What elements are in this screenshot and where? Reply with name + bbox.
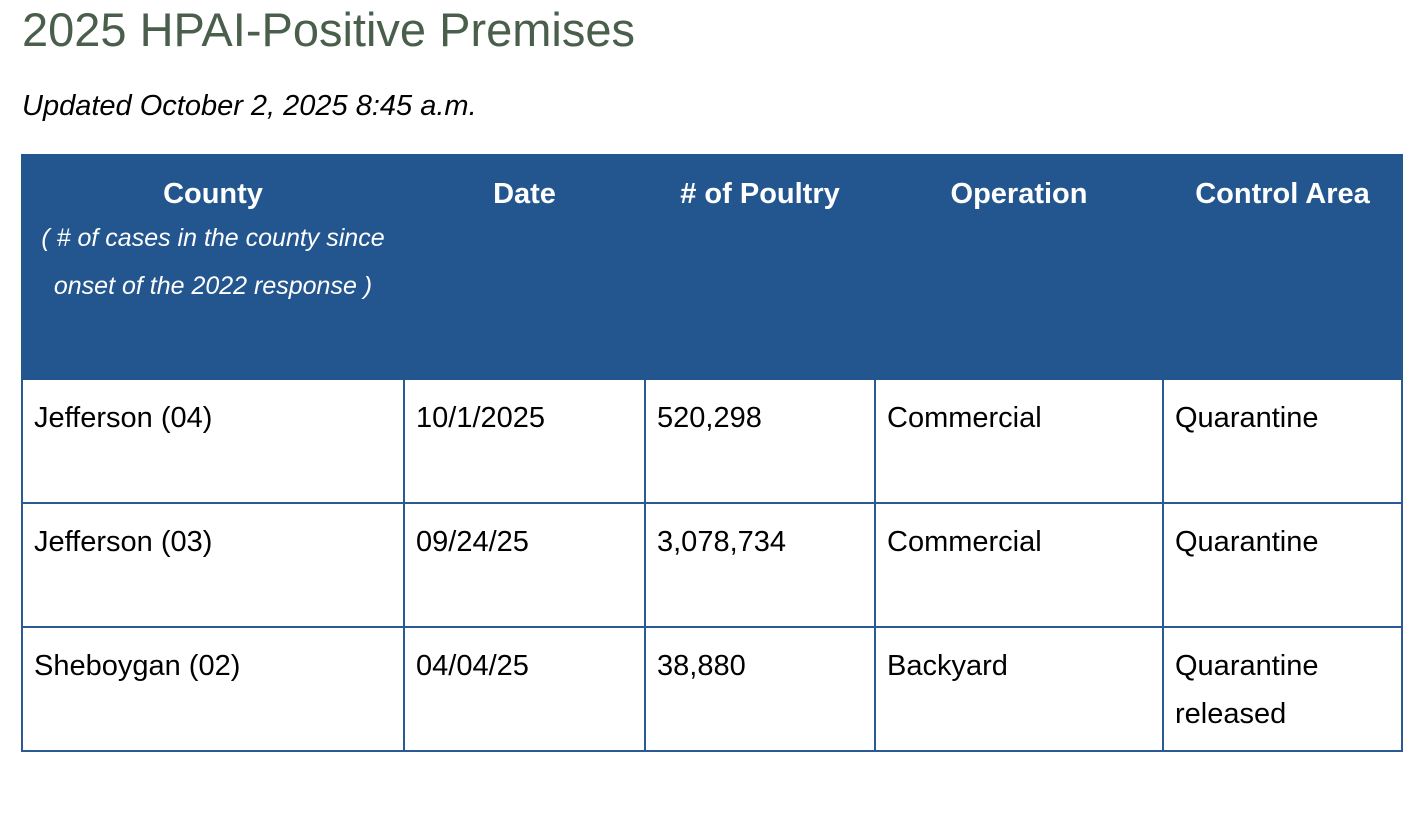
cell-control-area: Quarantine released xyxy=(1162,626,1403,752)
cell-date: 04/04/25 xyxy=(403,626,646,752)
table-row: Jefferson (04) 10/1/2025 520,298 Commerc… xyxy=(21,378,1403,504)
table-row: Sheboygan (02) 04/04/25 38,880 Backyard … xyxy=(21,626,1403,752)
premises-table: County ( # of cases in the county since … xyxy=(21,154,1403,752)
header-control-area: Control Area xyxy=(1162,154,1403,380)
cell-operation: Backyard xyxy=(874,626,1164,752)
header-row: County ( # of cases in the county since … xyxy=(21,154,1403,380)
table-header: County ( # of cases in the county since … xyxy=(21,154,1403,380)
cell-poultry: 3,078,734 xyxy=(644,502,876,628)
table-row: Jefferson (03) 09/24/25 3,078,734 Commer… xyxy=(21,502,1403,628)
cell-county: Jefferson (04) xyxy=(21,378,405,504)
header-county: County ( # of cases in the county since … xyxy=(21,154,405,380)
cell-poultry: 38,880 xyxy=(644,626,876,752)
cell-county: Jefferson (03) xyxy=(21,502,405,628)
cell-date: 09/24/25 xyxy=(403,502,646,628)
cell-county: Sheboygan (02) xyxy=(21,626,405,752)
table-body: Jefferson (04) 10/1/2025 520,298 Commerc… xyxy=(21,378,1403,752)
updated-timestamp: Updated October 2, 2025 8:45 a.m. xyxy=(22,90,477,122)
cell-control-area: Quarantine xyxy=(1162,502,1403,628)
header-county-note: ( # of cases in the county since onset o… xyxy=(41,224,385,300)
cell-operation: Commercial xyxy=(874,378,1164,504)
header-operation: Operation xyxy=(874,154,1164,380)
cell-control-area: Quarantine xyxy=(1162,378,1403,504)
page-title: 2025 HPAI-Positive Premises xyxy=(22,3,635,56)
cell-date: 10/1/2025 xyxy=(403,378,646,504)
header-poultry: # of Poultry xyxy=(644,154,876,380)
cell-operation: Commercial xyxy=(874,502,1164,628)
header-county-label: County xyxy=(163,178,263,210)
header-date: Date xyxy=(403,154,646,380)
cell-poultry: 520,298 xyxy=(644,378,876,504)
